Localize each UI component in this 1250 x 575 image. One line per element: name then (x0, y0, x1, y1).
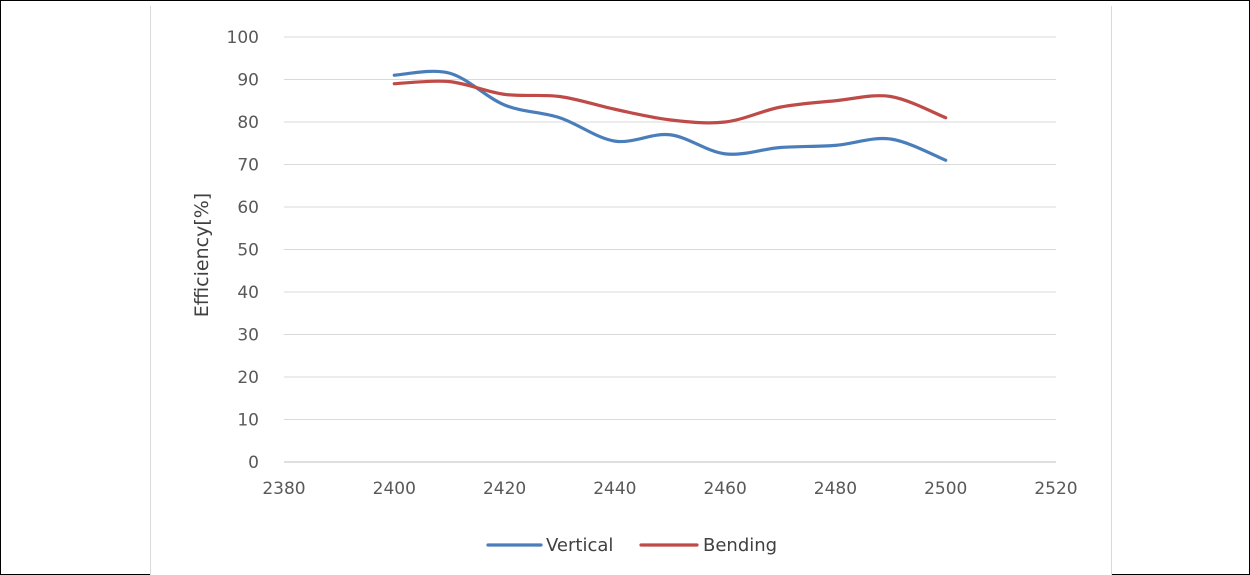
x-tick-label: 2500 (924, 479, 967, 499)
y-tick-label: 90 (237, 71, 259, 91)
x-tick-label: 2440 (593, 479, 636, 499)
series-lines (392, 69, 948, 162)
x-tick-label: 2480 (814, 479, 857, 499)
y-tick-label: 70 (237, 156, 259, 176)
legend-label-bending: Bending (703, 535, 777, 556)
x-axis-ticks: 2380 2400 2420 2440 2460 2480 2500 2520 (262, 479, 1077, 499)
chart-area: 0 10 20 30 40 50 60 70 80 90 100 2380 2400 2420 2440 2… (150, 6, 1112, 575)
x-tick-label: 2460 (704, 479, 747, 499)
y-tick-label: 20 (237, 368, 259, 388)
y-axis-label: Efficiency[%] (191, 193, 213, 317)
x-tick-label: 2420 (483, 479, 526, 499)
y-tick-label: 30 (237, 326, 259, 346)
y-tick-label: 60 (237, 198, 259, 218)
y-tick-label: 100 (227, 28, 259, 48)
x-tick-label: 2520 (1034, 479, 1077, 499)
gridlines (284, 36, 1056, 463)
y-tick-label: 80 (237, 113, 259, 133)
y-tick-label: 10 (237, 411, 259, 431)
y-tick-label: 0 (248, 453, 259, 473)
legend: Vertical Bending (486, 535, 777, 556)
y-tick-label: 50 (237, 241, 259, 261)
y-tick-label: 40 (237, 283, 259, 303)
y-axis-ticks: 0 10 20 30 40 50 60 70 80 90 100 (227, 28, 259, 473)
x-tick-label: 2400 (373, 479, 416, 499)
x-tick-label: 2380 (262, 479, 305, 499)
legend-label-vertical: Vertical (546, 535, 613, 556)
series-line-vertical (392, 69, 948, 162)
series-line-bending (392, 79, 948, 125)
